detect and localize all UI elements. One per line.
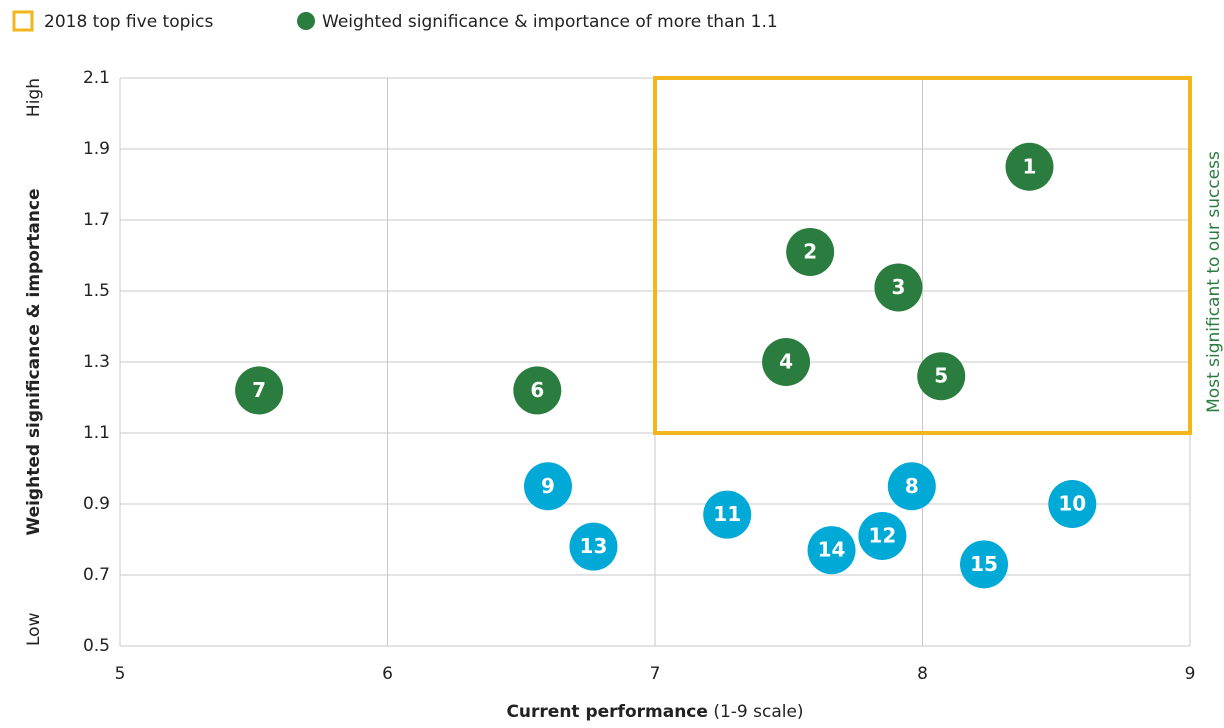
- point-label: 3: [891, 275, 905, 299]
- x-axis-label: Current performance (1-9 scale): [506, 702, 803, 722]
- x-axis-label-note: (1-9 scale): [713, 702, 803, 722]
- x-axis-label-main: Current performance: [506, 702, 707, 722]
- point: [524, 462, 572, 511]
- y-tick-label: 0.9: [83, 494, 110, 514]
- y-axis-label: Weighted significance & importance: [24, 188, 44, 535]
- point: [235, 366, 284, 415]
- point-label: 8: [905, 474, 919, 498]
- point-label: 2: [803, 239, 817, 263]
- point: [1048, 480, 1097, 528]
- point: [703, 490, 752, 539]
- point-label: 10: [1058, 492, 1086, 516]
- point-label: 14: [818, 538, 846, 562]
- y-tick-label: 1.5: [83, 281, 110, 301]
- point-label: 7: [252, 378, 266, 402]
- y-tick-label: 2.1: [83, 68, 110, 88]
- y-tick-label: 1.7: [83, 210, 110, 230]
- point: [874, 263, 923, 312]
- highlight-box: [653, 76, 1192, 435]
- legend-swatch: [297, 12, 315, 30]
- point: [960, 540, 1009, 589]
- y-tick-label: 1.9: [83, 139, 110, 159]
- point: [807, 526, 856, 575]
- y-tick-label: 1.1: [83, 423, 110, 443]
- point-label: 4: [779, 350, 793, 374]
- point-label: 9: [541, 474, 555, 498]
- point-label: 5: [934, 364, 948, 388]
- legend-box-swatch: [12, 10, 34, 32]
- point: [858, 511, 907, 560]
- point: [786, 227, 835, 276]
- x-tick-label: 5: [115, 664, 126, 684]
- point: [917, 352, 966, 401]
- point-label: 15: [970, 552, 998, 576]
- point: [762, 338, 811, 386]
- y-tick-label: 0.5: [83, 636, 110, 656]
- point-label: 12: [868, 523, 896, 547]
- right-annotation: Most significant to our success: [1204, 151, 1224, 413]
- y-tick-label: 0.7: [83, 565, 110, 585]
- point-label: 13: [580, 534, 608, 558]
- point: [1005, 142, 1054, 191]
- point: [569, 522, 618, 571]
- y-axis-high: High: [24, 78, 44, 117]
- y-axis-low: Low: [24, 612, 44, 646]
- x-tick-label: 7: [650, 664, 661, 684]
- x-tick-label: 8: [917, 664, 928, 684]
- point: [887, 462, 936, 511]
- x-tick-label: 9: [1185, 664, 1196, 684]
- legend-label: 2018 top five topics: [44, 12, 213, 32]
- point-label: 6: [530, 378, 544, 402]
- y-tick-label: 1.3: [83, 352, 110, 372]
- x-tick-label: 6: [382, 664, 393, 684]
- point-label: 11: [713, 502, 741, 526]
- point-label: 1: [1023, 154, 1037, 178]
- legend-label: Weighted significance & importance of mo…: [322, 12, 778, 32]
- point: [513, 366, 562, 415]
